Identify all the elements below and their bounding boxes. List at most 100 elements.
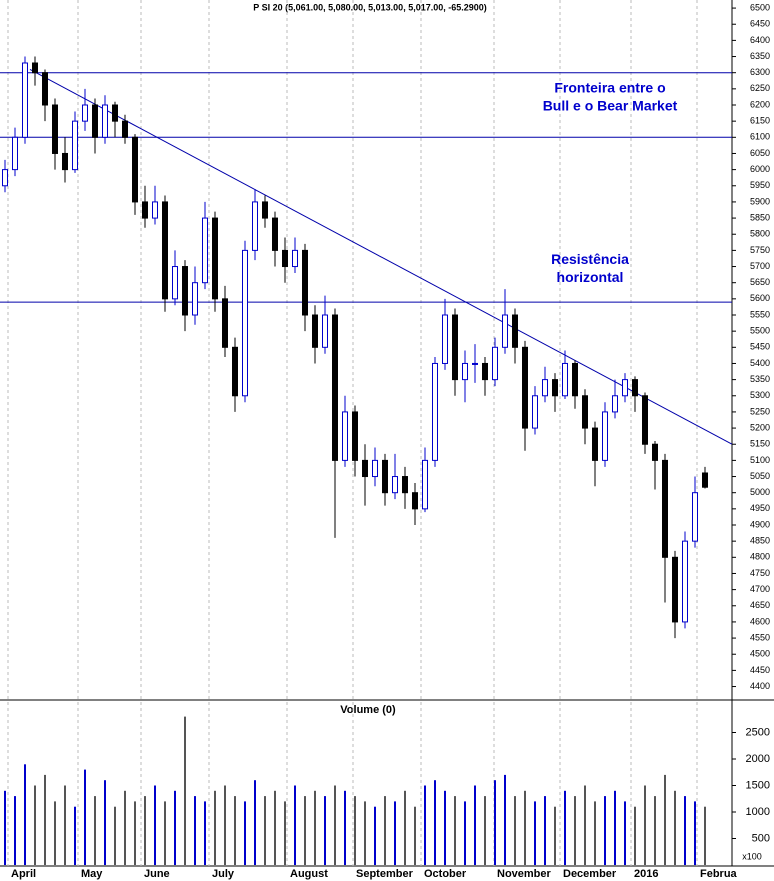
candle-body	[92, 104, 98, 138]
chart-title: P SI 20 (5,061.00, 5,080.00, 5,013.00, 5…	[253, 2, 487, 12]
volume-bar	[674, 790, 676, 865]
candle	[412, 483, 418, 525]
candle-body	[42, 72, 48, 106]
volume-bar	[384, 796, 386, 865]
y-tick-label: 5550	[750, 309, 770, 319]
volume-bar	[4, 790, 6, 865]
candle	[282, 237, 288, 283]
candle-body	[392, 476, 398, 494]
y-tick-label: 5100	[750, 455, 770, 465]
y-tick-label: 4750	[750, 568, 770, 578]
candle-body	[452, 314, 458, 381]
y-tick-label: 5850	[750, 212, 770, 222]
volume-bar	[704, 806, 706, 865]
annotation: Resistência	[551, 251, 629, 267]
candle	[52, 98, 58, 170]
volume-bar	[494, 780, 496, 865]
candle	[162, 195, 168, 312]
candle-body	[602, 411, 608, 461]
volume-bar	[294, 785, 296, 865]
volume-bar	[64, 785, 66, 865]
volume-bar	[654, 796, 656, 865]
volume-bar	[144, 796, 146, 865]
candle-body	[322, 314, 328, 348]
candle-body	[442, 314, 448, 364]
volume-bar	[164, 801, 166, 865]
y-tick-label: 4850	[750, 536, 770, 546]
candle-body	[162, 201, 168, 300]
volume-bar	[694, 801, 696, 865]
candle	[102, 95, 108, 144]
volume-bar	[434, 780, 436, 865]
volume-bar	[504, 774, 506, 865]
volume-bar	[264, 796, 266, 865]
volume-bar	[664, 774, 666, 865]
candle	[242, 240, 248, 403]
candle	[482, 357, 488, 396]
volume-tick-label: 500	[752, 832, 770, 844]
y-tick-label: 6250	[750, 83, 770, 93]
y-tick-label: 5000	[750, 487, 770, 497]
candle	[692, 476, 698, 548]
annotation: Bull e o Bear Market	[543, 98, 678, 114]
candle	[232, 337, 238, 412]
volume-bar	[524, 790, 526, 865]
candle-body	[192, 282, 198, 316]
candle	[522, 340, 528, 451]
candle	[562, 350, 568, 399]
y-tick-label: 5200	[750, 422, 770, 432]
candle-body	[562, 362, 568, 397]
y-tick-label: 4550	[750, 632, 770, 642]
candle-body	[652, 443, 658, 461]
x-tick-label: July	[212, 868, 235, 880]
candle-body	[252, 201, 258, 251]
candle-body	[112, 104, 118, 122]
candle	[192, 266, 198, 325]
volume-bar	[114, 806, 116, 865]
candle-body	[52, 104, 58, 154]
volume-bar	[214, 790, 216, 865]
y-tick-label: 4400	[750, 681, 770, 691]
y-tick-label: 4600	[750, 616, 770, 626]
candle	[202, 201, 208, 290]
candle-body	[532, 395, 538, 429]
candle	[42, 69, 48, 122]
candle	[602, 402, 608, 467]
candle	[332, 308, 338, 538]
volume-bar	[344, 790, 346, 865]
volume-bar	[154, 785, 156, 865]
x-tick-label: April	[11, 868, 36, 880]
candle	[312, 305, 318, 364]
y-tick-label: 5800	[750, 229, 770, 239]
candle	[492, 337, 498, 387]
candle-body	[132, 136, 138, 203]
candle	[342, 395, 348, 467]
candle-body	[472, 362, 478, 365]
candle-body	[492, 346, 498, 381]
candle	[502, 289, 508, 354]
volume-bar	[364, 801, 366, 865]
candle-body	[282, 249, 288, 268]
volume-bar	[514, 796, 516, 865]
y-tick-label: 5600	[750, 293, 770, 303]
candle-body	[312, 314, 318, 348]
candle-body	[242, 249, 248, 397]
volume-bar	[604, 796, 606, 865]
volume-bar	[304, 796, 306, 865]
candle-body	[662, 459, 668, 558]
candle	[92, 98, 98, 154]
candle	[372, 447, 378, 487]
y-tick-label: 4500	[750, 649, 770, 659]
y-tick-label: 6500	[750, 2, 770, 12]
y-tick-label: 6150	[750, 116, 770, 126]
candle	[122, 114, 128, 144]
candle	[302, 243, 308, 332]
volume-bar	[224, 785, 226, 865]
volume-bar	[284, 801, 286, 865]
candle	[272, 211, 278, 267]
volume-bar	[404, 790, 406, 865]
candle	[292, 237, 298, 273]
candle-body	[352, 411, 358, 461]
candle	[582, 389, 588, 445]
